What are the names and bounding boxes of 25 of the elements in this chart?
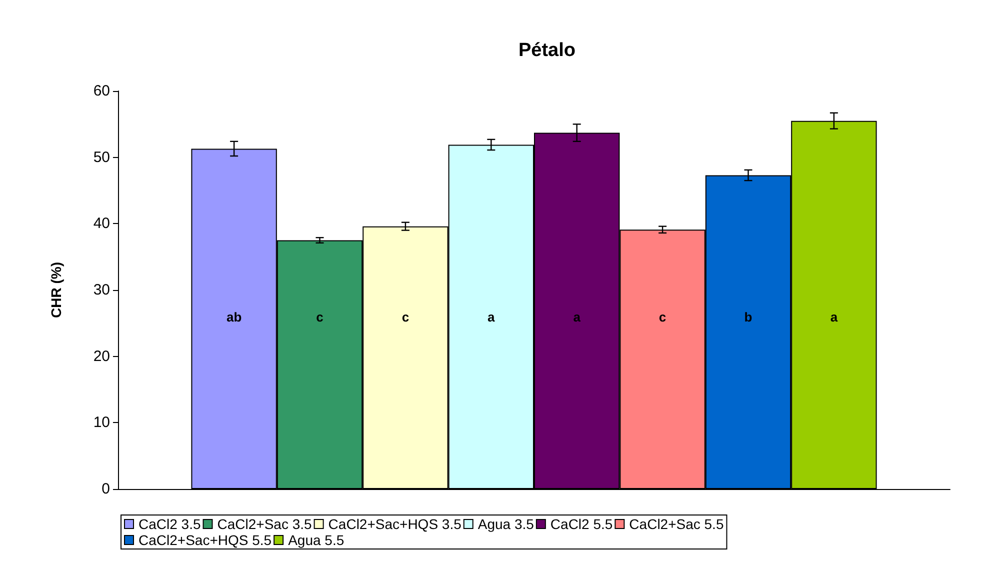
- legend-label: CaCl2 3.5: [138, 516, 201, 532]
- legend-label: Agua 5.5: [288, 532, 344, 548]
- legend-label: CaCl2+Sac+HQS 5.5: [138, 532, 272, 548]
- annotation: c: [402, 310, 410, 324]
- annotation: b: [744, 310, 752, 324]
- legend-label: Agua 3.5: [478, 516, 534, 532]
- legend-label: CaCl2+Sac 5.5: [629, 516, 724, 532]
- y-tick-label: 0: [102, 480, 110, 498]
- annotation: a: [488, 310, 496, 324]
- annotation: ab: [226, 310, 242, 324]
- y-tick-label: 20: [93, 348, 110, 365]
- chart-title: Pétalo: [518, 40, 576, 61]
- y-tick-label: 40: [93, 215, 110, 232]
- y-tick-label: 50: [93, 148, 110, 166]
- annotation: c: [316, 310, 324, 324]
- annotation: a: [573, 310, 582, 324]
- legend-label: CaCl2+Sac 3.5: [217, 516, 312, 532]
- annotation: c: [658, 310, 666, 324]
- y-tick-label: 60: [93, 82, 110, 100]
- annotation: a: [830, 310, 838, 324]
- y-tick-label: 30: [93, 282, 110, 298]
- y-axis-title: CHR (%): [48, 262, 64, 318]
- legend-label: CaCl2+Sac+HQS 3.5: [328, 516, 462, 532]
- legend-label: CaCl2 5.5: [550, 516, 613, 532]
- y-tick-label: 10: [93, 414, 110, 432]
